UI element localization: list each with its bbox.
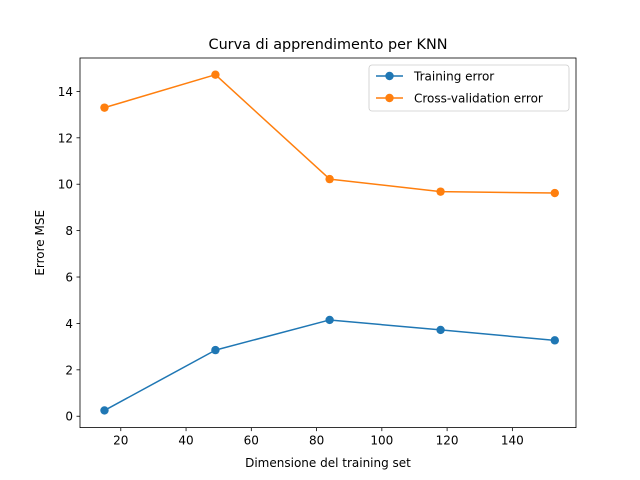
legend-label-1: Training error — [413, 70, 494, 84]
axes-frame — [79, 57, 577, 429]
x-tick-label: 20 — [113, 434, 128, 448]
series-2-point — [325, 174, 334, 184]
y-tick-label: 0 — [65, 410, 73, 424]
plot-area: 20 40 60 80 100 120 140 0 2 4 6 8 10 12 14 — [58, 57, 577, 448]
chart-title: Curva di apprendimento per KNN — [209, 37, 448, 53]
legend-marker-1 — [385, 71, 394, 81]
x-tick-label: 60 — [244, 434, 259, 448]
y-tick-label: 2 — [65, 363, 73, 377]
y-tick-label: 12 — [58, 131, 73, 145]
series-2-point — [550, 188, 559, 198]
series-1-point — [100, 406, 109, 415]
legend-box — [368, 64, 570, 112]
y-tick-label: 4 — [65, 317, 73, 331]
legend-marker-2 — [385, 93, 394, 103]
series-2-point — [100, 103, 109, 112]
x-tick-label: 100 — [370, 434, 393, 448]
y-tick-label: 14 — [58, 85, 73, 99]
y-tick-label: 8 — [65, 224, 73, 238]
y-tick-label: 10 — [58, 178, 73, 192]
series-2-point — [211, 70, 220, 79]
legend: Training error Cross-validation error — [368, 64, 570, 112]
series-1-point — [325, 315, 334, 325]
y-tick-label: 6 — [65, 271, 73, 285]
series-1-point — [550, 336, 559, 345]
x-tick-label: 80 — [309, 434, 324, 448]
x-axis-label: Dimensione del training set — [245, 456, 411, 470]
series-1-point — [436, 325, 445, 335]
series-2-point — [436, 187, 445, 196]
x-tick-label: 140 — [501, 434, 524, 448]
series-1-point — [211, 345, 220, 355]
y-axis-label: Errore MSE — [33, 210, 47, 276]
x-tick-label: 120 — [436, 434, 459, 448]
x-tick-label: 40 — [178, 434, 193, 448]
legend-label-2: Cross-validation error — [414, 92, 543, 106]
